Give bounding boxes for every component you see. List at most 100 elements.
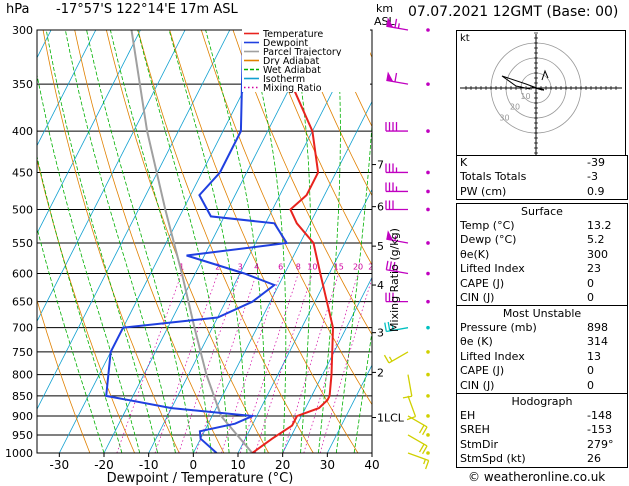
x-tick-label: 40	[364, 458, 379, 472]
wind-barb	[383, 350, 430, 364]
most-unstable-row: CAPE (J) 0	[460, 364, 594, 378]
mixing-ratio-label: 1	[179, 263, 184, 272]
mixing-ratio-label: 6	[278, 263, 283, 272]
mixing-ratio-label: 4	[254, 263, 259, 272]
index-row-pw: PW (cm) 0.9	[460, 184, 605, 198]
hodograph-ring-label: 30	[499, 113, 509, 122]
dry-adiabat-line	[74, 30, 225, 453]
legend-label: Temperature	[262, 29, 323, 40]
wind-barb	[385, 182, 430, 194]
legend-label: Wet Adiabat	[263, 65, 321, 76]
legend-label: Parcel Trajectory	[263, 47, 342, 58]
hodograph-box: Hodograph EH -148 SREH -153 StmDir 279° Stm…	[456, 393, 628, 468]
km-tick-label: 4	[377, 279, 384, 292]
wet-adiabat-line	[168, 30, 248, 453]
pressure-tick-label: 900	[12, 410, 33, 423]
hodograph-segment	[531, 86, 545, 91]
surface-row: CIN (J) 0	[460, 290, 594, 304]
hodograph-ring-label: 10	[520, 92, 530, 101]
km-tick-label: 6	[377, 201, 384, 214]
km-unit-label: km	[376, 2, 394, 15]
index-row-totals: Totals Totals -3	[460, 170, 598, 184]
mixing-ratio-line	[254, 273, 313, 453]
isotherm-line	[37, 30, 231, 410]
dry-adiabat-line	[232, 30, 372, 336]
wet-adiabat-line	[291, 30, 311, 453]
wet-adiabat-line	[110, 30, 212, 453]
pressure-tick-label: 650	[12, 296, 33, 309]
surface-row: Dewp (°C) 5.2	[460, 233, 605, 247]
hodograph-row: EH -148	[460, 409, 612, 422]
surface-row: θe(K) 300	[460, 247, 608, 261]
wind-barb	[385, 122, 430, 133]
wind-barb	[407, 414, 430, 436]
hodograph-row: SREH -153	[460, 423, 612, 437]
wet-adiabat-line	[353, 329, 372, 453]
dry-adiabat-line	[169, 30, 359, 453]
pressure-tick-label: 550	[12, 237, 33, 250]
hodograph-ring-label: 20	[510, 103, 520, 112]
wind-barb	[384, 321, 430, 333]
dewpoint-line	[105, 30, 289, 453]
most-unstable-row: Lifted Index 13	[460, 349, 601, 363]
wind-barb	[407, 451, 430, 470]
wind-barb	[402, 372, 430, 399]
most-unstable-box: Most Unstable Pressure (mb) 898 θe (K) 314…	[456, 305, 628, 394]
mixing-ratio-axis-label: Mixing Ratio (g/kg)	[388, 228, 401, 332]
x-tick-label: 10	[230, 458, 245, 472]
isotherm-line	[37, 30, 97, 147]
wind-barb	[386, 71, 430, 86]
wet-adiabat-line	[205, 30, 266, 453]
pressure-tick-label: 850	[12, 390, 33, 403]
pressure-tick-label: 800	[12, 369, 33, 382]
km-tick-label: 2	[377, 366, 384, 379]
dry-adiabat-line	[295, 30, 372, 197]
storm-motion-marker	[541, 69, 549, 81]
most-unstable-title: Most Unstable	[502, 307, 582, 320]
isotherm-line	[192, 100, 372, 453]
wind-barbs	[383, 17, 430, 470]
most-unstable-row: CIN (J) 0	[460, 378, 594, 392]
mixing-ratio-label: 8	[296, 263, 301, 272]
hodograph-title: Hodograph	[511, 395, 573, 408]
legend-label: Dry Adiabat	[263, 56, 320, 67]
indices-box: K -39 Totals Totals -3 PW (cm) 0.9	[456, 155, 628, 201]
x-tick-label: -10	[139, 458, 159, 472]
location-label: -17°57'S 122°14'E 17m ASL	[56, 2, 238, 17]
km-tick-label: 7	[377, 159, 384, 172]
parcel-trajectory-line	[130, 30, 254, 453]
hodograph-trace	[501, 75, 543, 91]
x-axis-label: Dewpoint / Temperature (°C)	[107, 471, 294, 486]
pressure-tick-label: 400	[12, 125, 33, 138]
km-tick-label: 3	[377, 327, 384, 340]
pressure-tick-label: 350	[12, 78, 33, 91]
pressure-tick-label: 500	[12, 203, 33, 216]
isotherm-line	[237, 188, 372, 453]
wet-adiabat-line	[37, 226, 105, 453]
wind-barb	[385, 292, 430, 304]
legend-label: Dewpoint	[263, 38, 308, 49]
wet-adiabat-line	[37, 72, 141, 453]
dry-adiabat-line	[37, 157, 135, 453]
isotherm-line	[58, 30, 275, 453]
pressure-tick-label: 600	[12, 268, 33, 281]
mixing-ratio-line	[239, 273, 299, 453]
datetime-label: 07.07.2021 12GMT (Base: 00)	[408, 4, 619, 20]
pressure-tick-label: 950	[12, 429, 33, 442]
wet-adiabat-line	[37, 154, 123, 453]
mixing-ratio-label: 10	[307, 263, 317, 272]
mixing-ratio-line	[303, 273, 359, 453]
wind-barb	[386, 230, 430, 245]
copyright-label: © weatheronline.co.uk	[468, 470, 606, 484]
x-tick-label: -30	[50, 458, 70, 472]
km-tick-label: 5	[377, 240, 384, 253]
mixing-ratio-line	[282, 273, 340, 453]
isotherm-line	[282, 276, 372, 453]
isotherm-line	[0, 30, 6, 453]
isotherm-line	[148, 30, 365, 453]
x-tick-label: 20	[275, 458, 290, 472]
dry-adiabat-line	[42, 30, 180, 453]
x-tick-label: 30	[320, 458, 335, 472]
